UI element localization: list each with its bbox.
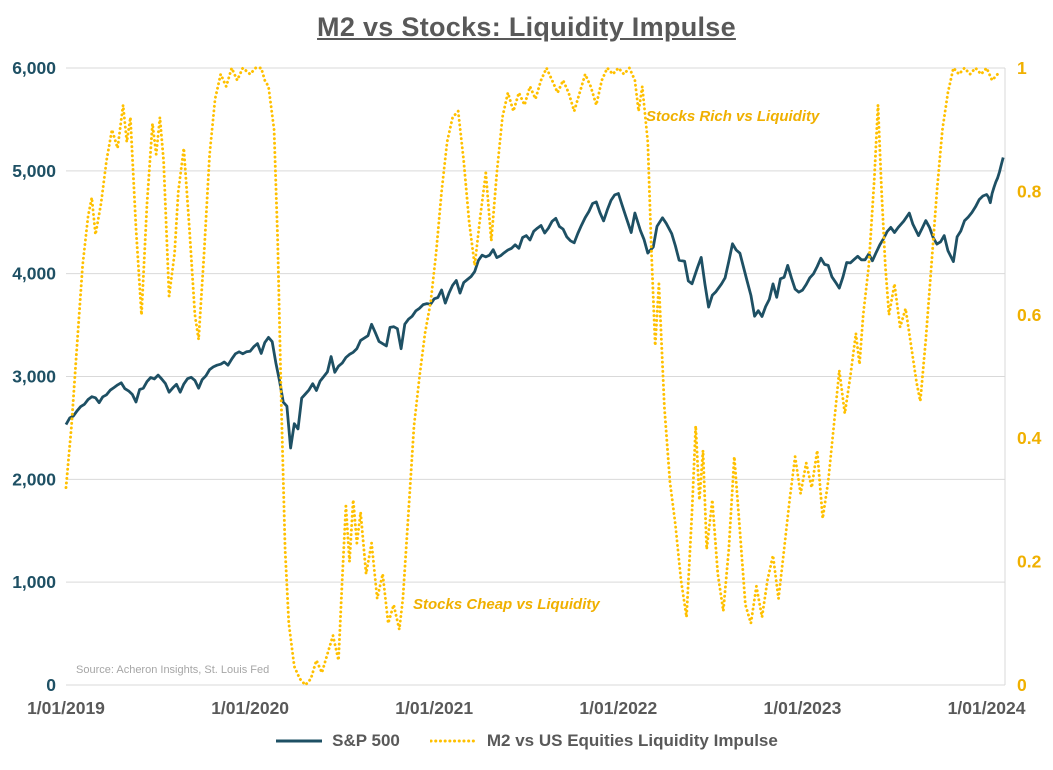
y-axis-right-tick-label: 1 xyxy=(1017,58,1027,78)
y-axis-left-tick-label: 2,000 xyxy=(12,469,56,489)
x-axis-tick-label: 1/01/2019 xyxy=(27,698,105,718)
x-axis-tick-label: 1/01/2023 xyxy=(764,698,842,718)
y-axis-right-tick-label: 0 xyxy=(1017,675,1027,695)
liquidity-impulse-line xyxy=(64,66,1000,687)
legend-label-sp500: S&P 500 xyxy=(332,731,400,750)
legend-item-sp500: S&P 500 xyxy=(275,731,400,751)
y-axis-right-tick-label: 0.8 xyxy=(1017,181,1042,201)
source-note: Source: Acheron Insights, St. Louis Fed xyxy=(76,664,270,676)
legend-line-impulse-icon xyxy=(429,739,478,743)
sp500-line xyxy=(64,157,1005,450)
annotation-stocks-cheap: Stocks Cheap vs Liquidity xyxy=(413,596,600,613)
annotation-stocks-rich: Stocks Rich vs Liquidity xyxy=(646,108,820,125)
x-axis-tick-label: 1/01/2024 xyxy=(948,698,1026,718)
y-axis-left-tick-label: 4,000 xyxy=(12,264,56,284)
y-axis-left-tick-label: 0 xyxy=(46,675,56,695)
x-axis-tick-label: 1/01/2022 xyxy=(579,698,657,718)
chart-title: M2 vs Stocks: Liquidity Impulse xyxy=(317,12,736,42)
y-axis-right-tick-label: 0.2 xyxy=(1017,552,1042,572)
legend-label-impulse: M2 vs US Equities Liquidity Impulse xyxy=(486,731,778,750)
y-axis-right-tick-label: 0.6 xyxy=(1017,305,1042,325)
chart-legend: S&P 500 M2 vs US Equities Liquidity Impu… xyxy=(0,731,1053,751)
y-axis-left-tick-label: 1,000 xyxy=(12,572,56,592)
x-axis-tick-label: 1/01/2020 xyxy=(211,698,289,718)
legend-line-sp500-icon xyxy=(276,739,323,743)
legend-item-impulse: M2 vs US Equities Liquidity Impulse xyxy=(429,731,778,751)
x-axis-tick-label: 1/01/2021 xyxy=(395,698,473,718)
y-axis-right-tick-label: 0.4 xyxy=(1017,428,1042,448)
y-axis-left-tick-label: 6,000 xyxy=(12,58,56,78)
y-axis-left-tick-label: 3,000 xyxy=(12,367,56,387)
y-axis-left-tick-label: 5,000 xyxy=(12,161,56,181)
